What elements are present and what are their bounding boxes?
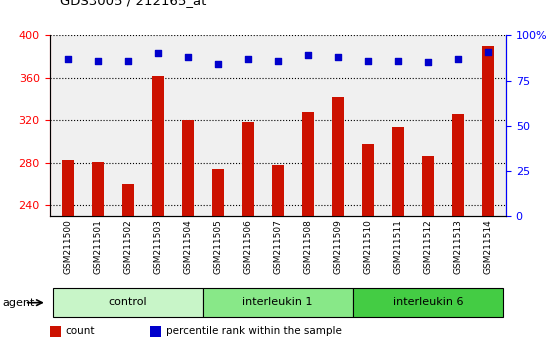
- Text: GSM211509: GSM211509: [333, 219, 342, 274]
- Bar: [353, 288, 503, 317]
- Text: percentile rank within the sample: percentile rank within the sample: [166, 326, 342, 336]
- Text: GSM211502: GSM211502: [123, 219, 132, 274]
- Bar: [202, 288, 353, 317]
- Text: GDS3005 / 212165_at: GDS3005 / 212165_at: [60, 0, 207, 7]
- Bar: [122, 184, 134, 216]
- Bar: [182, 120, 194, 216]
- Point: [424, 59, 432, 65]
- Text: GSM211501: GSM211501: [93, 219, 102, 274]
- Text: GSM211504: GSM211504: [183, 219, 192, 274]
- Text: count: count: [65, 326, 95, 336]
- Text: GSM211506: GSM211506: [243, 219, 252, 274]
- Text: GSM211510: GSM211510: [364, 219, 372, 274]
- Text: GSM211513: GSM211513: [453, 219, 463, 274]
- Text: GSM211507: GSM211507: [273, 219, 282, 274]
- Bar: [422, 156, 434, 216]
- Bar: [452, 114, 464, 216]
- Point: [393, 58, 402, 63]
- Point: [483, 49, 492, 55]
- Point: [364, 58, 372, 63]
- Point: [183, 54, 192, 60]
- Text: GSM211508: GSM211508: [303, 219, 312, 274]
- Text: control: control: [108, 297, 147, 307]
- Point: [454, 56, 463, 62]
- Point: [93, 58, 102, 63]
- Text: GSM211503: GSM211503: [153, 219, 162, 274]
- Bar: [362, 144, 374, 216]
- Text: GSM211514: GSM211514: [483, 219, 492, 274]
- Bar: [212, 169, 224, 216]
- Bar: [50, 326, 61, 337]
- Text: GSM211505: GSM211505: [213, 219, 222, 274]
- Point: [63, 56, 72, 62]
- Bar: [482, 46, 494, 216]
- Point: [243, 56, 252, 62]
- Point: [153, 51, 162, 56]
- Text: GSM211511: GSM211511: [393, 219, 403, 274]
- Text: GSM211512: GSM211512: [424, 219, 432, 274]
- Bar: [52, 288, 202, 317]
- Bar: [91, 162, 103, 216]
- Bar: [241, 122, 254, 216]
- Text: GSM211500: GSM211500: [63, 219, 72, 274]
- Text: agent: agent: [3, 298, 35, 308]
- Text: interleukin 1: interleukin 1: [243, 297, 313, 307]
- Point: [213, 62, 222, 67]
- Bar: [392, 127, 404, 216]
- Point: [273, 58, 282, 63]
- Text: interleukin 6: interleukin 6: [393, 297, 463, 307]
- Point: [333, 54, 342, 60]
- Point: [304, 52, 312, 58]
- Bar: [62, 160, 74, 216]
- Bar: [272, 165, 284, 216]
- Bar: [332, 97, 344, 216]
- Bar: [302, 112, 314, 216]
- Point: [123, 58, 132, 63]
- Bar: [152, 76, 163, 216]
- Bar: [150, 326, 161, 337]
